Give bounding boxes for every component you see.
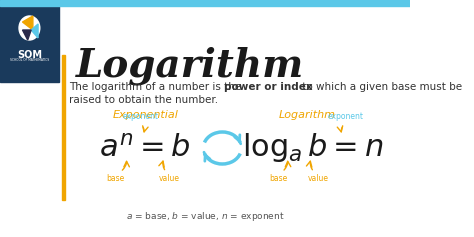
Polygon shape (31, 24, 38, 38)
Text: $a$ = base, $b$ = value, $n$ = exponent: $a$ = base, $b$ = value, $n$ = exponent (126, 210, 284, 223)
Text: raised to obtain the number.: raised to obtain the number. (69, 95, 219, 105)
Text: $a^n = b$: $a^n = b$ (100, 132, 191, 164)
Bar (0, 0, 59, 82)
Text: SOM: SOM (17, 50, 42, 60)
Bar (62, 55, 65, 200)
Text: The logarithm of a number is the: The logarithm of a number is the (69, 82, 245, 92)
Text: value: value (159, 174, 180, 183)
Text: power or index: power or index (224, 82, 313, 92)
Polygon shape (22, 16, 33, 30)
Text: to which a given base must be: to which a given base must be (300, 82, 463, 92)
Text: base: base (106, 174, 124, 183)
Text: value: value (308, 174, 329, 183)
Text: base: base (269, 174, 288, 183)
Text: SCHOOL OF MATHEMATICS: SCHOOL OF MATHEMATICS (10, 58, 49, 62)
Text: $\log_a b = n$: $\log_a b = n$ (242, 132, 384, 164)
Bar (0, 0, 410, 6)
Text: Logarithm: Logarithm (279, 110, 336, 120)
Text: Exponential: Exponential (112, 110, 178, 120)
Text: Logarithm: Logarithm (76, 46, 304, 85)
Text: exponent: exponent (122, 112, 158, 121)
Polygon shape (22, 30, 31, 40)
Circle shape (19, 16, 40, 40)
Text: exponent: exponent (328, 112, 364, 121)
